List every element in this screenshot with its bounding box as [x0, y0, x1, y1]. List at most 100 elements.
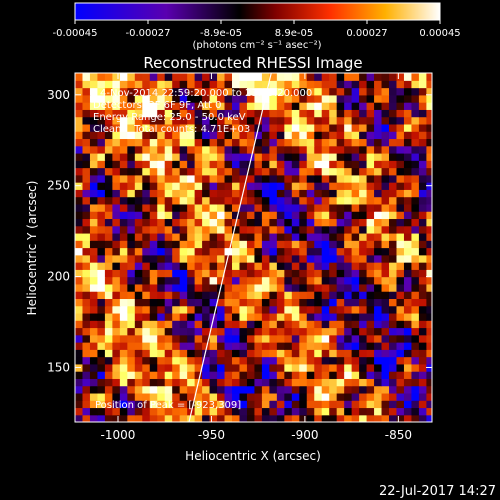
heatmap-cell — [269, 80, 278, 89]
heatmap-cell — [396, 196, 405, 205]
heatmap-cell — [149, 116, 158, 125]
heatmap-cell — [246, 349, 256, 358]
heatmap-cell — [276, 371, 285, 379]
heatmap-cell — [321, 232, 330, 241]
heatmap-cell — [351, 371, 360, 379]
heatmap-cell — [149, 305, 158, 314]
heatmap-cell — [119, 356, 128, 365]
heatmap-cell — [411, 298, 420, 307]
heatmap-cell — [411, 189, 420, 198]
heatmap-cell — [389, 305, 398, 314]
heatmap-cell — [127, 225, 136, 234]
heatmap-cell — [359, 94, 368, 103]
heatmap-cell — [127, 392, 136, 401]
heatmap-cell — [366, 218, 375, 227]
heatmap-cell — [246, 312, 256, 321]
heatmap-cell — [381, 305, 390, 314]
heatmap-cell — [366, 349, 375, 358]
heatmap-cell — [299, 378, 308, 387]
heatmap-cell — [112, 152, 121, 161]
heatmap-cell — [276, 276, 285, 285]
heatmap-cell — [149, 291, 158, 299]
heatmap-cell — [187, 262, 196, 270]
heatmap-cell — [254, 407, 263, 416]
heatmap-cell — [396, 334, 405, 343]
heatmap-cell — [104, 305, 113, 314]
heatmap-cell — [291, 123, 300, 132]
heatmap-cell — [119, 225, 128, 234]
heatmap-cell — [239, 400, 248, 409]
heatmap-cell — [254, 240, 263, 249]
heatmap-cell — [187, 152, 196, 161]
heatmap-cell — [276, 378, 285, 387]
heatmap-cell — [172, 371, 181, 379]
heatmap-cell — [284, 414, 293, 422]
heatmap-cell — [284, 305, 293, 314]
heatmap-cell — [411, 312, 420, 321]
heatmap-cell — [411, 269, 420, 278]
heatmap-cell — [389, 283, 398, 292]
heatmap-cell — [374, 283, 383, 292]
heatmap-cell — [187, 254, 196, 263]
heatmap-cell — [75, 334, 84, 343]
heatmap-cell — [418, 182, 427, 190]
heatmap-cell — [104, 247, 113, 256]
heatmap-cell — [299, 225, 308, 234]
heatmap-cell — [336, 247, 345, 256]
heatmap-cell — [426, 109, 432, 118]
heatmap-cell — [321, 102, 330, 110]
heatmap-cell — [232, 80, 241, 89]
heatmap-cell — [366, 116, 375, 125]
heatmap-cell — [321, 378, 330, 387]
heatmap-cell — [172, 254, 181, 263]
heatmap-cell — [299, 80, 308, 89]
heatmap-cell — [209, 334, 218, 343]
heatmap-cell — [329, 218, 338, 227]
heatmap-cell — [142, 378, 151, 387]
heatmap-cell — [299, 276, 308, 285]
heatmap-cell — [142, 262, 151, 270]
heatmap-cell — [336, 392, 345, 401]
heatmap-cell — [366, 73, 375, 81]
heatmap-cell — [202, 342, 211, 350]
heatmap-cell — [291, 138, 300, 147]
heatmap-cell — [261, 283, 270, 292]
heatmap-cell — [209, 371, 218, 379]
heatmap-cell — [172, 269, 181, 278]
heatmap-cell — [209, 378, 218, 387]
heatmap-cell — [269, 232, 278, 241]
heatmap-cell — [284, 123, 293, 132]
heatmap-cell — [134, 189, 143, 198]
heatmap-cell — [97, 262, 106, 270]
heatmap-cell — [329, 298, 338, 307]
heatmap-cell — [411, 283, 420, 292]
heatmap-cell — [276, 305, 285, 314]
heatmap-cell — [224, 305, 233, 314]
heatmap-cell — [359, 349, 368, 358]
heatmap-cell — [396, 349, 405, 358]
heatmap-cell — [209, 283, 218, 292]
heatmap-cell — [321, 145, 330, 154]
heatmap-cell — [276, 407, 285, 416]
heatmap-cell — [366, 240, 375, 249]
heatmap-cell — [239, 225, 248, 234]
heatmap-cell — [344, 269, 353, 278]
heatmap-cell — [306, 363, 315, 372]
heatmap-cell — [75, 247, 84, 256]
heatmap-cell — [209, 160, 218, 169]
heatmap-cell — [344, 145, 353, 154]
heatmap-cell — [329, 269, 338, 278]
heatmap-cell — [217, 247, 226, 256]
heatmap-cell — [403, 94, 413, 103]
heatmap-cell — [314, 116, 323, 125]
heatmap-cell — [149, 378, 158, 387]
heatmap-cell — [97, 407, 106, 416]
heatmap-cell — [321, 109, 330, 118]
heatmap-cells — [75, 73, 432, 422]
heatmap-cell — [164, 94, 173, 103]
heatmap-cell — [224, 211, 233, 220]
heatmap-cell — [149, 131, 158, 140]
heatmap-cell — [217, 378, 226, 387]
heatmap-cell — [75, 283, 84, 292]
heatmap-cell — [194, 240, 203, 249]
